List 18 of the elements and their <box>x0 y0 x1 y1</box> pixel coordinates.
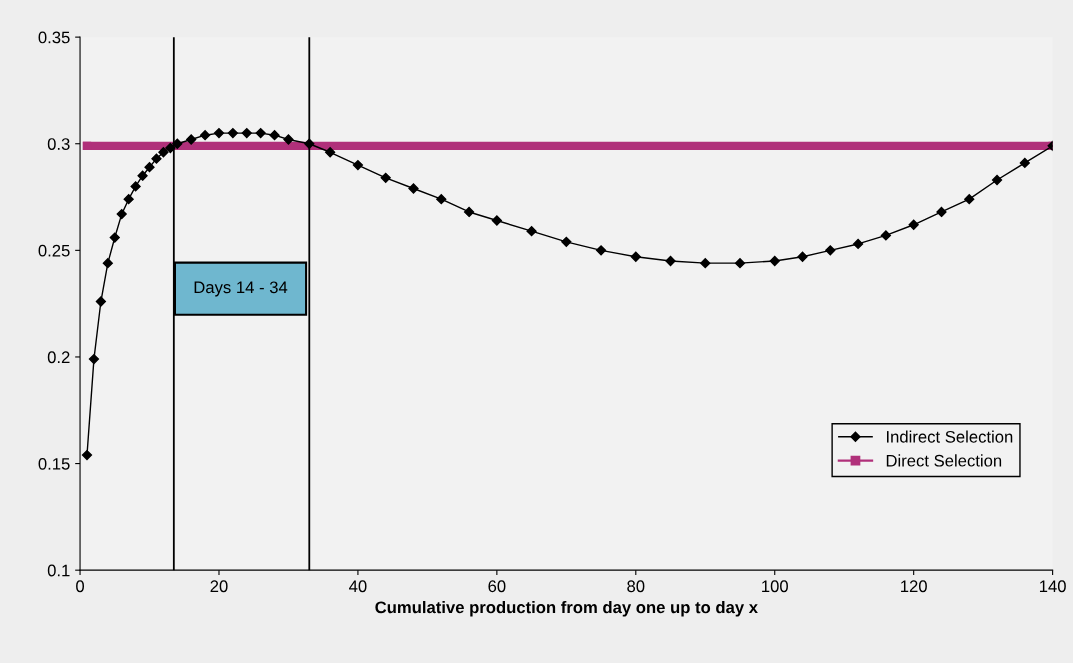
x-tick-label: 120 <box>901 580 927 593</box>
x-tick-label: 0 <box>76 580 85 593</box>
x-tick-label: 60 <box>488 580 506 593</box>
x-tick-label: 80 <box>627 580 645 593</box>
y-tick-label: 0.3 <box>47 138 70 150</box>
x-tick-label: 20 <box>210 580 228 593</box>
x-tick-label: 40 <box>349 580 367 593</box>
annotation: Days 14 - 34 <box>194 281 288 297</box>
y-tick-label: 0.2 <box>47 351 70 364</box>
y-tick-label: 0.1 <box>47 564 70 577</box>
y-tick-label: 0.35 <box>38 31 70 44</box>
legend-label: Indirect Selection <box>887 430 1013 443</box>
x-axis-title: Cumulative production from day one up to day x <box>375 600 758 617</box>
x-tick-label: 100 <box>762 580 788 593</box>
legend-label: Direct Selection <box>886 454 1002 467</box>
y-tick-label: 0.25 <box>38 244 70 257</box>
y-tick-label: 0.15 <box>38 457 70 470</box>
x-tick-label: 140 <box>1039 580 1066 593</box>
